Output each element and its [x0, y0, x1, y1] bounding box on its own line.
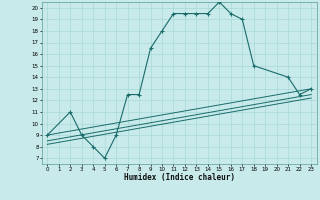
X-axis label: Humidex (Indice chaleur): Humidex (Indice chaleur)	[124, 173, 235, 182]
